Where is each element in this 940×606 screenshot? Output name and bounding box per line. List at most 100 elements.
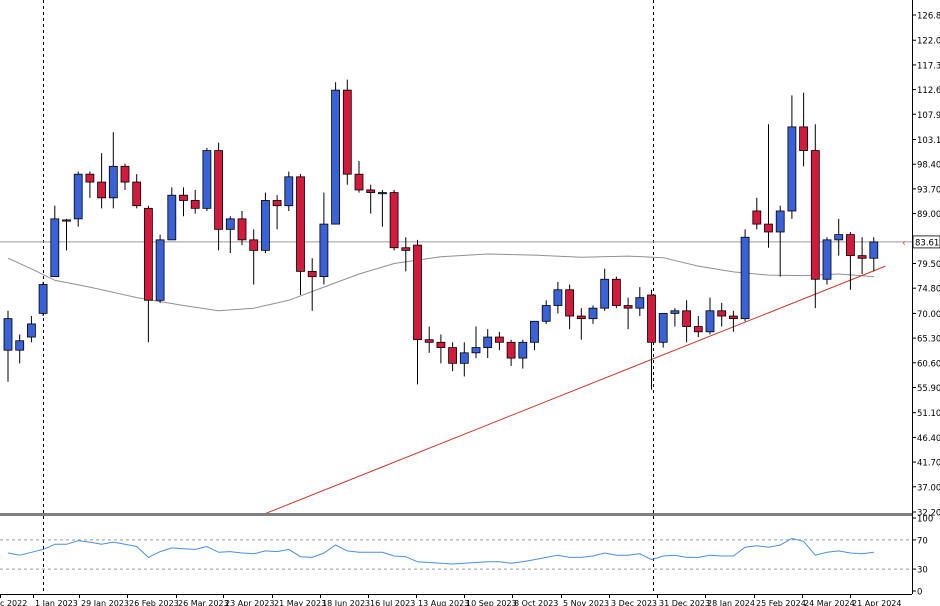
candle [214, 142, 224, 251]
candle-body-bear [565, 289, 574, 317]
candle-body-bear [342, 89, 352, 175]
price-tick-label: 93.70 [917, 185, 940, 195]
candle-body-bear [506, 341, 516, 359]
candle [494, 331, 504, 351]
candle [85, 171, 95, 198]
candle-body-bear [179, 194, 188, 201]
current-price-label: 83.61 [915, 238, 939, 248]
candle [319, 192, 329, 285]
candle [436, 334, 446, 364]
candle [588, 305, 598, 324]
candle [518, 339, 528, 369]
candle [73, 171, 83, 227]
candle [612, 276, 621, 309]
candle-body-bear [729, 315, 738, 320]
candle-body-bear [612, 278, 621, 306]
price-tick-label: 32.20 [917, 509, 940, 519]
candle-body-bear [448, 347, 458, 364]
candle-body-bear [623, 305, 633, 309]
candle [120, 163, 130, 190]
candle [377, 189, 387, 227]
candle-body-bear [436, 341, 446, 348]
candle-body-bull [670, 310, 680, 314]
candle [857, 237, 867, 275]
candle [167, 187, 177, 241]
date-tick-label: 21 Apr 2024 [852, 599, 901, 606]
price-tick-label: 46.40 [917, 434, 940, 444]
date-tick-label: 28 Jan 2024 [707, 599, 755, 606]
candle [3, 310, 13, 382]
indicator-line [7, 537, 874, 565]
candle [260, 192, 270, 253]
candle [764, 124, 773, 248]
candle [354, 161, 364, 193]
candle-body-bear [764, 223, 773, 233]
price-tick-label: 112.60 [917, 86, 940, 96]
date-tick-label: 5 Nov 2023 [563, 599, 609, 606]
candle [132, 174, 142, 209]
date-tick-label: 16 Jul 2023 [370, 599, 415, 606]
date-tick-label: 25 Feb 2024 [756, 599, 806, 606]
candle-body-bull [459, 352, 469, 364]
date-tick-label: 31 Dec 2023 [659, 599, 710, 606]
candle [775, 205, 785, 277]
candle-body-bear [424, 339, 434, 343]
candle-body-bear [413, 244, 422, 341]
candle [682, 300, 691, 343]
candle [658, 313, 668, 348]
indicator-tick-label: 100 [917, 515, 933, 525]
candle [296, 174, 305, 296]
candle-body-bear [693, 326, 703, 333]
price-tick-label: 60.60 [917, 359, 940, 369]
price-tick-label: 37.00 [917, 483, 940, 493]
candle [97, 153, 106, 209]
candle [155, 234, 165, 303]
candle-body-bear [307, 270, 317, 278]
date-tick-label: 24 Mar 2024 [804, 599, 855, 606]
date-tick-label: 3 Dec 2023 [611, 599, 657, 606]
candle-body-bear [143, 207, 153, 301]
candle [541, 300, 551, 324]
candle [366, 184, 376, 214]
candle-body-bear [132, 181, 142, 207]
candle-body-bull [705, 310, 715, 333]
candle-body-bear [810, 150, 820, 280]
candle-body-bear [682, 310, 691, 327]
candle-body-bull [588, 307, 598, 320]
candle [705, 297, 715, 335]
candle-body-bear [214, 150, 224, 230]
candle [237, 210, 247, 246]
candle-body-bull [50, 218, 60, 278]
candle-body-bull [15, 340, 25, 351]
candle-body-bear [401, 247, 411, 251]
candle [62, 218, 71, 251]
candles [3, 79, 879, 390]
candle [576, 308, 586, 340]
candle [179, 187, 188, 217]
price-tick-label: 126.80 [917, 12, 940, 22]
candle [190, 189, 200, 214]
candle-body-bull [553, 289, 563, 306]
price-axis: 126.80 122.00 117.30 112.60 107.90 103.10 98.4… [902, 12, 940, 598]
candle-body-bull [3, 318, 13, 351]
price-tick-label: 117.30 [917, 61, 940, 71]
candle [810, 124, 820, 309]
candle-body-bull [377, 192, 387, 195]
candle [693, 316, 703, 338]
candle [740, 229, 750, 322]
candle [38, 281, 48, 317]
candle-body-bull [483, 336, 493, 348]
candle-body-bull [319, 223, 329, 278]
candle [108, 132, 118, 209]
candle-body-bear [249, 239, 259, 251]
candle [846, 231, 855, 290]
candle [635, 287, 645, 317]
candle [670, 308, 680, 327]
date-tick-label: 29 Jan 2023 [81, 599, 129, 606]
candle [565, 284, 574, 330]
candle-body-bear [190, 200, 200, 209]
candle-body-bull [73, 173, 83, 220]
time-axis: c 2022 1 Jan 2023 29 Jan 2023 26 Feb 2023 26… [0, 594, 901, 606]
candle [623, 297, 633, 330]
